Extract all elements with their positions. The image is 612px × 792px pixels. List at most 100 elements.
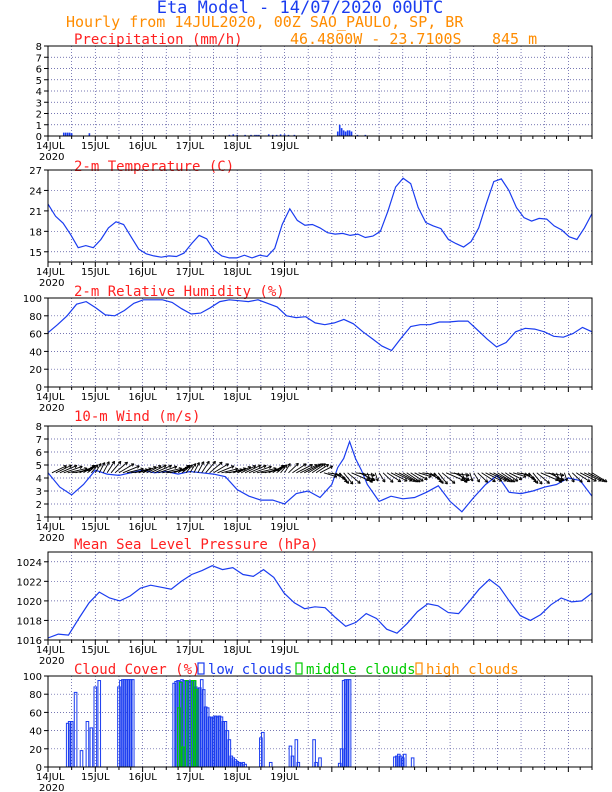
station-elevation: 845 m	[492, 30, 537, 48]
y-tick-label: 80	[29, 690, 42, 701]
y-tick-label: 15	[29, 248, 42, 259]
wind-arrowhead	[333, 474, 338, 478]
wind-arrow	[426, 472, 441, 480]
precip-bar	[62, 132, 65, 136]
wind-arrow	[244, 464, 262, 474]
low-cloud-bar	[290, 755, 295, 768]
wind-arrow	[501, 472, 515, 483]
x-year-label: 2020	[39, 152, 64, 163]
y-tick-label: 0	[36, 132, 42, 143]
wind-arrowhead	[539, 481, 543, 485]
precip-bar	[356, 134, 359, 136]
wind-arrowhead	[284, 464, 288, 468]
low-cloud-bar	[318, 757, 322, 768]
wind-arrow	[509, 472, 523, 480]
wind-arrowhead	[345, 480, 350, 484]
wind-arrow	[520, 472, 535, 480]
low-cloud-bar	[314, 761, 318, 768]
y-tick-label: 20	[29, 365, 42, 376]
wind-arrow	[339, 472, 350, 484]
y-tick-label: 1024	[17, 558, 42, 569]
wind-arrow	[288, 463, 299, 474]
wind-arrow	[489, 472, 507, 482]
wind-arrowhead	[106, 461, 110, 465]
wind-arrow	[233, 467, 247, 474]
x-tick-label: 15JUL	[81, 522, 110, 533]
plot-frame	[47, 297, 593, 388]
x-tick-label: 15JUL	[81, 772, 110, 783]
wind-arrow	[158, 466, 178, 474]
wind-arrowhead	[593, 478, 597, 482]
low-cloud-bar	[85, 721, 90, 768]
series-line-temp	[47, 177, 593, 259]
wind-arrowhead	[303, 463, 307, 467]
wind-arrow	[276, 465, 286, 474]
wind-arrowhead	[564, 478, 569, 482]
y-tick-label: 60	[29, 708, 42, 719]
wind-arrow	[410, 472, 424, 482]
wind-arrowhead	[476, 479, 480, 483]
y-tick-label: 20	[29, 745, 42, 756]
wind-arrowhead	[579, 479, 583, 483]
wind-arrow	[433, 472, 444, 484]
wind-arrow	[98, 462, 106, 474]
wind-arrow	[205, 461, 216, 474]
wind-arrow	[575, 472, 591, 483]
x-tick-label: 17JUL	[176, 522, 205, 533]
y-tick-label: 4	[36, 474, 42, 485]
x-tick-label: 19JUL	[270, 522, 299, 533]
y-tick-label: 5	[36, 76, 42, 87]
wind-arrow	[331, 472, 346, 480]
wind-arrow	[122, 465, 140, 474]
legend-swatch	[197, 662, 205, 675]
x-year-label: 2020	[39, 403, 64, 414]
wind-arrow	[142, 466, 157, 474]
wind-arrow	[591, 472, 608, 483]
precip-bar	[364, 134, 367, 136]
wind-arrowhead	[252, 465, 257, 469]
precip-bar	[254, 134, 256, 136]
wind-arrowhead	[586, 478, 591, 483]
y-tick-label: 0	[36, 383, 42, 394]
wind-arrow	[374, 472, 379, 482]
x-tick-label: 19JUL	[270, 267, 299, 278]
wind-arrowhead	[349, 481, 354, 485]
legend-entry: high clouds	[426, 662, 519, 678]
x-tick-label: 17JUL	[176, 772, 205, 783]
wind-arrow	[154, 465, 172, 474]
wind-arrow	[571, 472, 583, 483]
wind-arrow	[55, 464, 72, 474]
y-tick-label: 1022	[17, 577, 42, 588]
wind-arrowhead	[417, 478, 421, 483]
wind-arrow	[524, 472, 537, 483]
wind-arrow	[146, 465, 162, 474]
header: Eta Model - 14/07/2020 00UTC Hourly from…	[66, 0, 537, 48]
wind-arrowhead	[460, 477, 464, 482]
wind-arrowhead	[257, 464, 262, 468]
legend-entry: middle clouds	[306, 662, 416, 678]
wind-arrowhead	[424, 476, 428, 480]
x-tick-label: 16JUL	[128, 645, 157, 656]
wind-arrow	[272, 465, 285, 474]
wind-arrowhead	[117, 460, 122, 465]
wind-arrow	[237, 466, 251, 474]
plot-frame	[47, 169, 593, 263]
wind-arrowhead	[498, 478, 503, 482]
y-tick-label: 80	[29, 312, 42, 323]
panel-mslp: 1016 1018 1020 1022 1024 14JUL 15JUL 16JUL 17JUL…	[17, 537, 593, 667]
wind-arrow	[256, 467, 277, 474]
wind-arrow	[189, 463, 197, 474]
wind-arrow	[110, 461, 122, 474]
wind-arrow	[181, 465, 191, 474]
wind-arrow	[343, 472, 354, 485]
wind-arrowhead	[124, 461, 128, 466]
wind-arrowhead	[365, 477, 370, 482]
wind-arrowhead	[287, 463, 291, 467]
wind-arrowhead	[546, 480, 550, 484]
wind-arrow	[560, 472, 563, 482]
legend-swatch	[295, 662, 303, 675]
wind-arrowhead	[309, 464, 313, 468]
wind-arrowhead	[428, 474, 432, 478]
low-cloud-bar	[73, 691, 78, 768]
precip-bar	[64, 132, 67, 136]
